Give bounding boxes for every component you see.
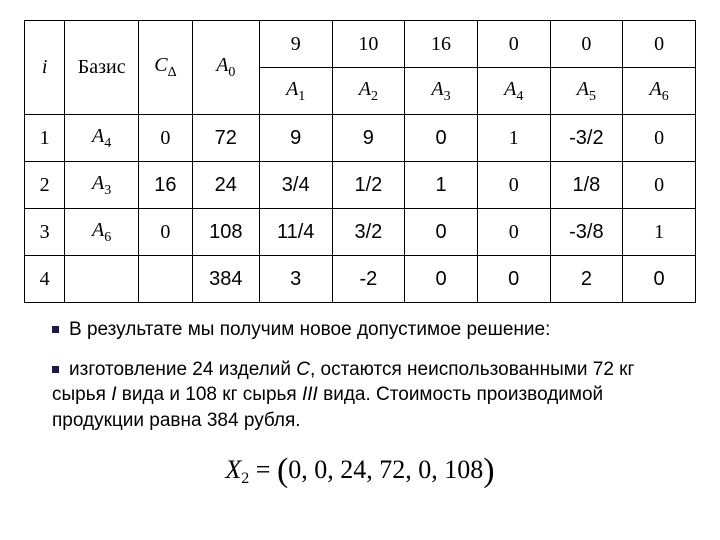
row-a0: 24 (192, 162, 259, 209)
row-basis (65, 256, 139, 303)
cell: 3/2 (332, 209, 405, 256)
cell: 1 (623, 209, 696, 256)
cell: 0 (405, 256, 478, 303)
header-row-1: i Базис CΔ A0 9 10 16 0 0 0 (25, 21, 696, 68)
table-row: 1 A4 0 72 9 9 0 1 -3/2 0 (25, 115, 696, 162)
cell: 3 (259, 256, 332, 303)
cell: 0 (405, 209, 478, 256)
cell: -3/2 (550, 115, 623, 162)
row-cd: 0 (139, 115, 193, 162)
p2e: вида и 108 кг сырья (116, 384, 302, 405)
row-index: 4 (25, 256, 65, 303)
formula-values: 0, 0, 24, 72, 0, 108 (288, 455, 483, 484)
p2b: С (296, 359, 310, 380)
bullet-icon (52, 326, 59, 333)
col-a1: A1 (259, 68, 332, 115)
cell: 0 (623, 162, 696, 209)
col-a3: A3 (405, 68, 478, 115)
solution-formula: X2 = (0, 0, 24, 72, 0, 108) (24, 452, 696, 490)
col-a2: A2 (332, 68, 405, 115)
cell: 1/8 (550, 162, 623, 209)
p1-text: В результате мы получим новое допустимое… (69, 319, 550, 340)
a0-zero: 0 (228, 65, 235, 80)
table-row: 3 A6 0 108 11/4 3/2 0 0 -3/8 1 (25, 209, 696, 256)
cell: 1/2 (332, 162, 405, 209)
p2f: III (302, 384, 318, 405)
cell: 11/4 (259, 209, 332, 256)
col-cdelta-header: CΔ (139, 21, 193, 115)
row-a0: 72 (192, 115, 259, 162)
cell: 1 (405, 162, 478, 209)
col-a5: A5 (550, 68, 623, 115)
cell: 3/4 (259, 162, 332, 209)
cell: 0 (477, 256, 550, 303)
row-basis: A6 (65, 209, 139, 256)
formula-eq: = (249, 455, 277, 484)
row-cd: 16 (139, 162, 193, 209)
row-index: 2 (25, 162, 65, 209)
cell: 2 (550, 256, 623, 303)
cost-6: 0 (623, 21, 696, 68)
cell: 0 (623, 256, 696, 303)
cell: -2 (332, 256, 405, 303)
row-index: 1 (25, 115, 65, 162)
cell: 9 (259, 115, 332, 162)
cost-4: 0 (477, 21, 550, 68)
cost-3: 16 (405, 21, 478, 68)
col-a0-header: A0 (192, 21, 259, 115)
cdelta-C: C (154, 54, 167, 76)
col-i-header: i (25, 21, 65, 115)
formula-rparen: ) (483, 452, 494, 489)
row-cd: 0 (139, 209, 193, 256)
cdelta-delta: Δ (168, 65, 177, 80)
row-cd (139, 256, 193, 303)
row-basis: A4 (65, 115, 139, 162)
row-a0: 108 (192, 209, 259, 256)
result-paragraph-2: изготовление 24 изделий С, остаются неис… (52, 357, 686, 434)
cost-2: 10 (332, 21, 405, 68)
cell: -3/8 (550, 209, 623, 256)
cell: 1 (477, 115, 550, 162)
p2a: изготовление 24 изделий (69, 359, 296, 380)
formula-lparen: ( (277, 452, 288, 489)
table-row: 2 A3 16 24 3/4 1/2 1 0 1/8 0 (25, 162, 696, 209)
cell: 0 (405, 115, 478, 162)
cell: 0 (477, 162, 550, 209)
row-index: 3 (25, 209, 65, 256)
cost-5: 0 (550, 21, 623, 68)
cell: 0 (477, 209, 550, 256)
bullet-icon (52, 366, 59, 373)
a0-A: A (216, 54, 228, 76)
cell: 9 (332, 115, 405, 162)
cost-1: 9 (259, 21, 332, 68)
formula-X: X (225, 455, 241, 484)
col-a4: A4 (477, 68, 550, 115)
row-a0: 384 (192, 256, 259, 303)
row-basis: A3 (65, 162, 139, 209)
table-row: 4 384 3 -2 0 0 2 0 (25, 256, 696, 303)
cell: 0 (623, 115, 696, 162)
result-paragraph-1: В результате мы получим новое допустимое… (52, 317, 686, 343)
col-basis-header: Базис (65, 21, 139, 115)
simplex-table: i Базис CΔ A0 9 10 16 0 0 0 A1 A2 A3 A4 … (24, 20, 696, 303)
col-a6: A6 (623, 68, 696, 115)
